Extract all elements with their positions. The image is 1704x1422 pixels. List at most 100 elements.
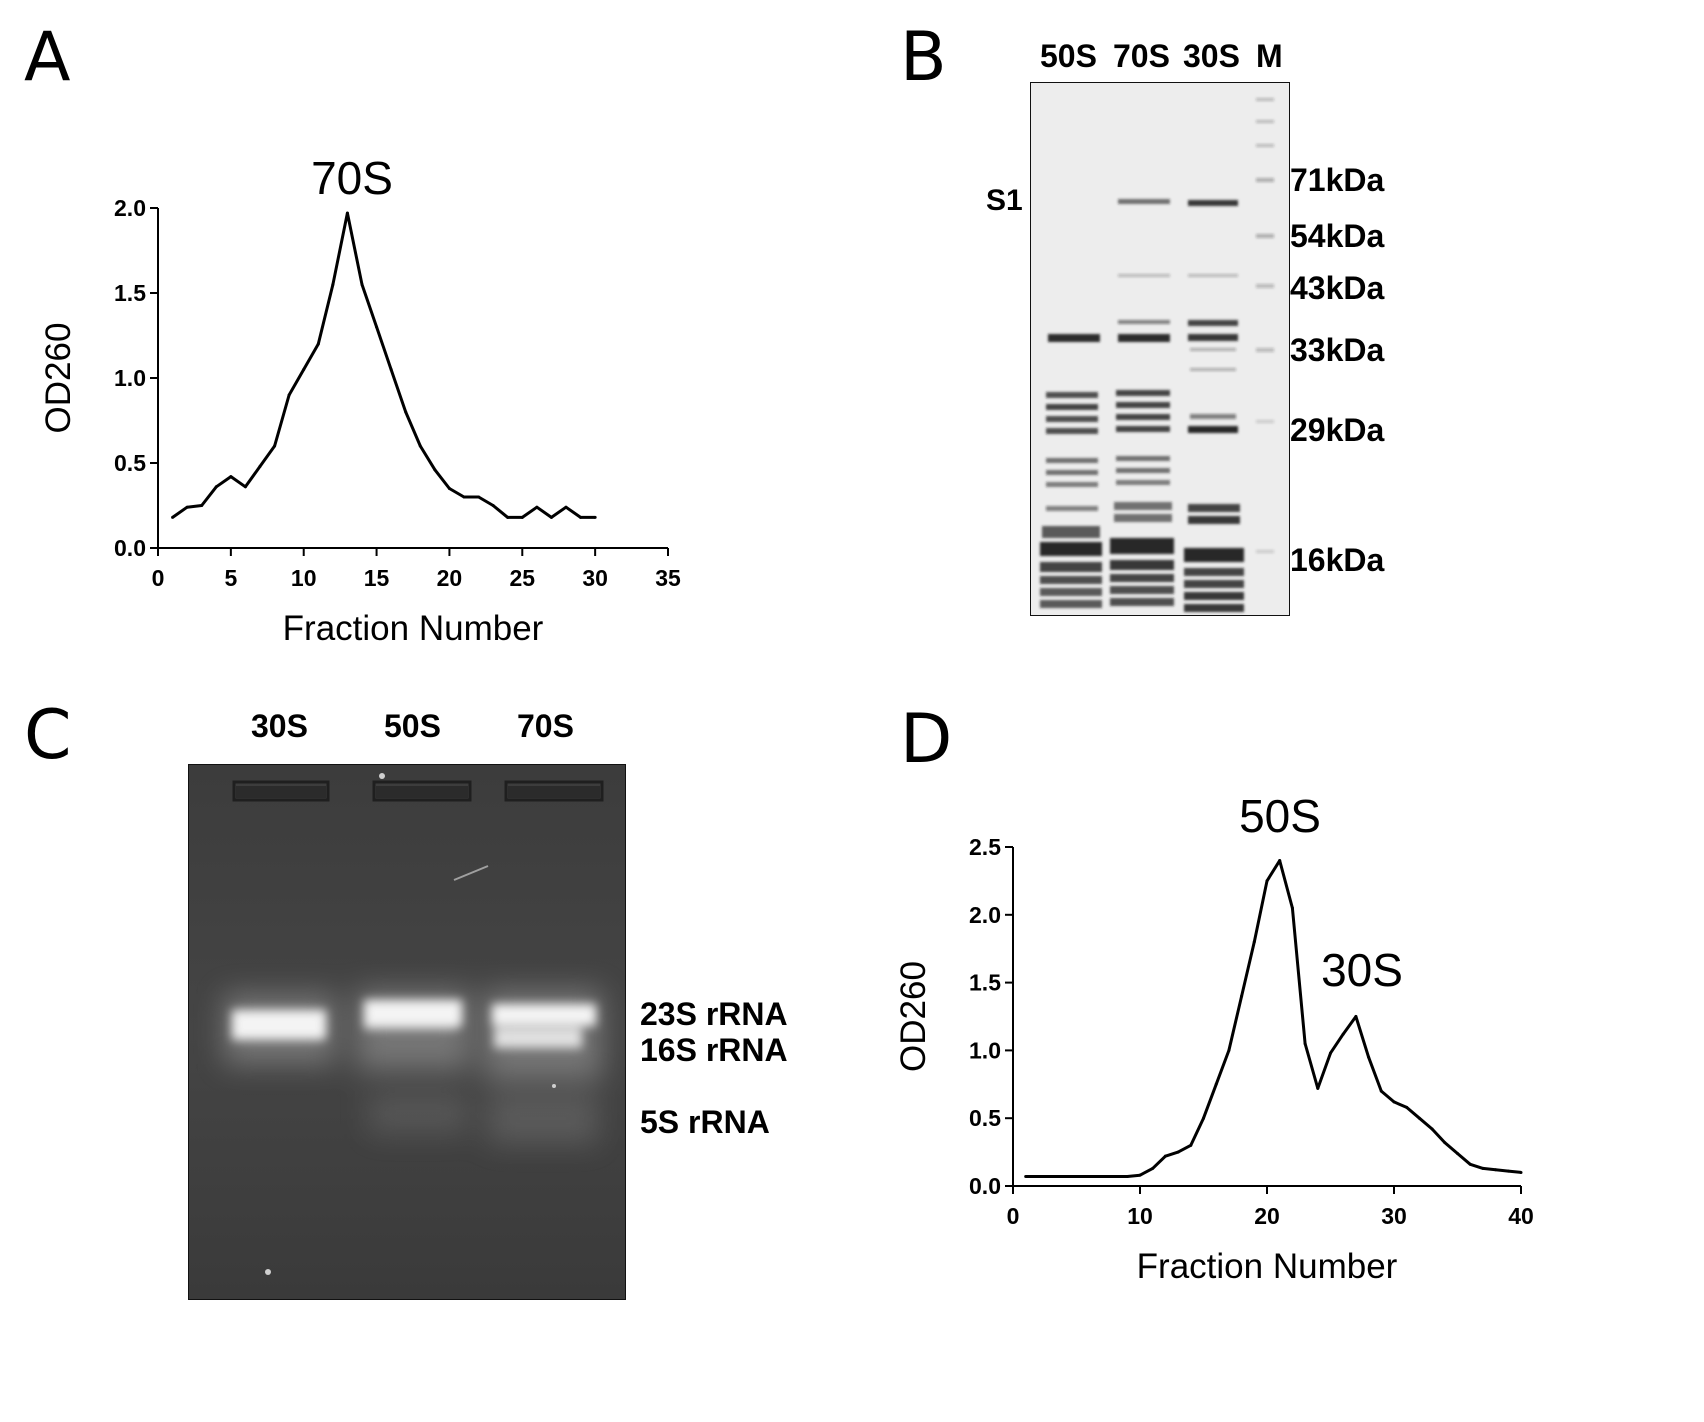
chart-d-data-point	[1354, 1015, 1358, 1018]
chart-d-data-point	[1481, 1166, 1485, 1170]
chart-d-data-point	[1113, 1175, 1117, 1179]
marker-label-29kda: 29kDa	[1290, 412, 1385, 448]
chart-d-y-tick-label: 1.5	[969, 970, 1001, 996]
chart-a-data-point	[258, 464, 262, 468]
chart-d-data-point	[1176, 1150, 1180, 1154]
chart-a-data-point	[389, 368, 393, 371]
chart-a-data-point	[345, 211, 349, 215]
chart-d-data-point	[1214, 1082, 1218, 1086]
chart-a-x-tick-label: 15	[364, 565, 390, 591]
chart-d-x-tick-label: 40	[1508, 1203, 1534, 1229]
chart-a-y-tick-label: 0.5	[114, 450, 146, 476]
chart-a-y-tick-label: 1.5	[114, 280, 146, 306]
lane-label-30s-b: 30S	[1183, 38, 1240, 74]
chart-d-od260-line	[1025, 859, 1522, 1178]
chart-d-data-point	[1405, 1105, 1409, 1109]
chart-a-data-point	[404, 410, 408, 414]
chart-a-data-point	[593, 515, 597, 519]
chart-d-x-tick-label: 20	[1254, 1203, 1280, 1229]
chart-a-od260-line	[171, 211, 596, 519]
chart-a-data-point	[462, 495, 466, 499]
chart-a-data-point	[331, 283, 335, 286]
chart-d-data-point	[1265, 879, 1269, 883]
chart-d-data-point	[1456, 1151, 1459, 1155]
marker-label-16kda: 16kDa	[1290, 542, 1385, 578]
band-label-s1: S1	[986, 184, 1023, 217]
chart-a-y-tick-label: 2.0	[114, 195, 146, 221]
chart-d-data-point	[1075, 1175, 1078, 1179]
chart-d-data-point	[1468, 1162, 1472, 1166]
chart-d-data-point	[1087, 1175, 1091, 1179]
panel-letter-d: D	[900, 700, 953, 779]
chart-d-data-point	[1125, 1175, 1129, 1179]
chart-a-x-tick-label: 5	[224, 565, 237, 591]
band-label-16s-rrna: 16S rRNA	[640, 1032, 788, 1068]
chart-a-data-point	[418, 444, 422, 448]
chart-a-data-point	[506, 515, 510, 519]
chart-d-data-point	[1341, 1032, 1345, 1036]
chart-d-data-point	[1303, 1042, 1307, 1046]
chart-d-data-point	[1290, 906, 1294, 910]
chart-a-x-tick-label: 0	[152, 565, 165, 591]
chart-d-data-point	[1329, 1051, 1332, 1055]
chart-d-data-point	[1506, 1169, 1510, 1173]
chart-d-data-point	[1049, 1175, 1053, 1179]
chart-d-data-point	[1062, 1175, 1066, 1179]
chart-a-data-point	[302, 368, 306, 371]
chart-a-data-point	[491, 504, 495, 507]
chart-d-data-point	[1519, 1170, 1523, 1174]
chart-d-data-point	[1316, 1086, 1320, 1090]
chart-a-data-point	[520, 515, 524, 519]
chart-a-data-point	[375, 325, 379, 329]
lane-label-m-b: M	[1256, 38, 1283, 74]
chart-d-data-point	[1189, 1143, 1193, 1147]
chart-d-data-point	[1367, 1055, 1371, 1059]
chart-a-data-point	[229, 475, 233, 479]
chart-d-data-point	[1278, 859, 1282, 863]
chart-d-data-point	[1443, 1141, 1447, 1145]
chart-a: 0 5 10 15 20 25 30 35 0.0 0.5 1.0 1.5 2.0 Fraction Nu…	[39, 152, 681, 648]
panel-letter-c: C	[24, 696, 72, 775]
chart-d-data-point	[1417, 1116, 1421, 1120]
lane-label-70s-c: 70S	[517, 708, 574, 744]
lane-label-70s-b: 70S	[1113, 38, 1170, 74]
chart-d-data-point	[1024, 1175, 1028, 1179]
chart-d-x-tick-label: 30	[1381, 1203, 1407, 1229]
chart-d-peak-label-30s: 30S	[1321, 944, 1403, 996]
chart-a-data-point	[287, 393, 291, 397]
chart-a-data-point	[214, 485, 218, 489]
chart-a-data-point	[273, 444, 277, 448]
lane-label-50s-b: 50S	[1040, 38, 1097, 74]
chart-d-data-point	[1240, 994, 1244, 998]
chart-d-y-tick-label: 0.5	[969, 1105, 1001, 1131]
marker-label-54kda: 54kDa	[1290, 218, 1385, 254]
chart-d-data-point	[1379, 1089, 1383, 1093]
lane-label-50s-c: 50S	[384, 708, 441, 744]
chart-d-x-tick-label: 10	[1127, 1203, 1153, 1229]
lane-label-30s-c: 30S	[251, 708, 308, 744]
chart-a-data-point	[360, 283, 364, 286]
agarose-gel	[188, 764, 626, 1300]
chart-a-data-point	[579, 515, 583, 519]
chart-a-x-tick-label: 20	[437, 565, 463, 591]
sds-page-gel	[1030, 82, 1290, 616]
chart-d-data-point	[1494, 1168, 1498, 1172]
chart-d: 0 10 20 30 40 0.0 0.5 1.0 1.5 2.0 2.5 Fraction Numb…	[894, 790, 1534, 1286]
chart-d-data-point	[1227, 1048, 1231, 1052]
chart-a-data-point	[185, 505, 189, 509]
chart-d-y-axis-label: OD260	[894, 961, 933, 1072]
chart-a-x-tick-label: 25	[509, 565, 535, 591]
chart-a-data-point	[477, 495, 481, 499]
chart-d-y-tick-label: 1.0	[969, 1037, 1001, 1063]
chart-a-x-tick-label: 10	[291, 565, 317, 591]
chart-d-data-point	[1163, 1154, 1167, 1158]
marker-label-43kda: 43kDa	[1290, 270, 1385, 306]
chart-d-data-point	[1430, 1127, 1434, 1131]
chart-d-y-tick-label: 0.0	[969, 1173, 1001, 1199]
chart-d-data-point	[1202, 1116, 1205, 1120]
band-label-5s-rrna: 5S rRNA	[640, 1104, 770, 1140]
chart-a-data-point	[433, 468, 437, 472]
chart-d-x-tick-label: 0	[1007, 1203, 1020, 1229]
chart-a-data-point	[316, 342, 320, 346]
chart-a-x-tick-label: 30	[582, 565, 608, 591]
